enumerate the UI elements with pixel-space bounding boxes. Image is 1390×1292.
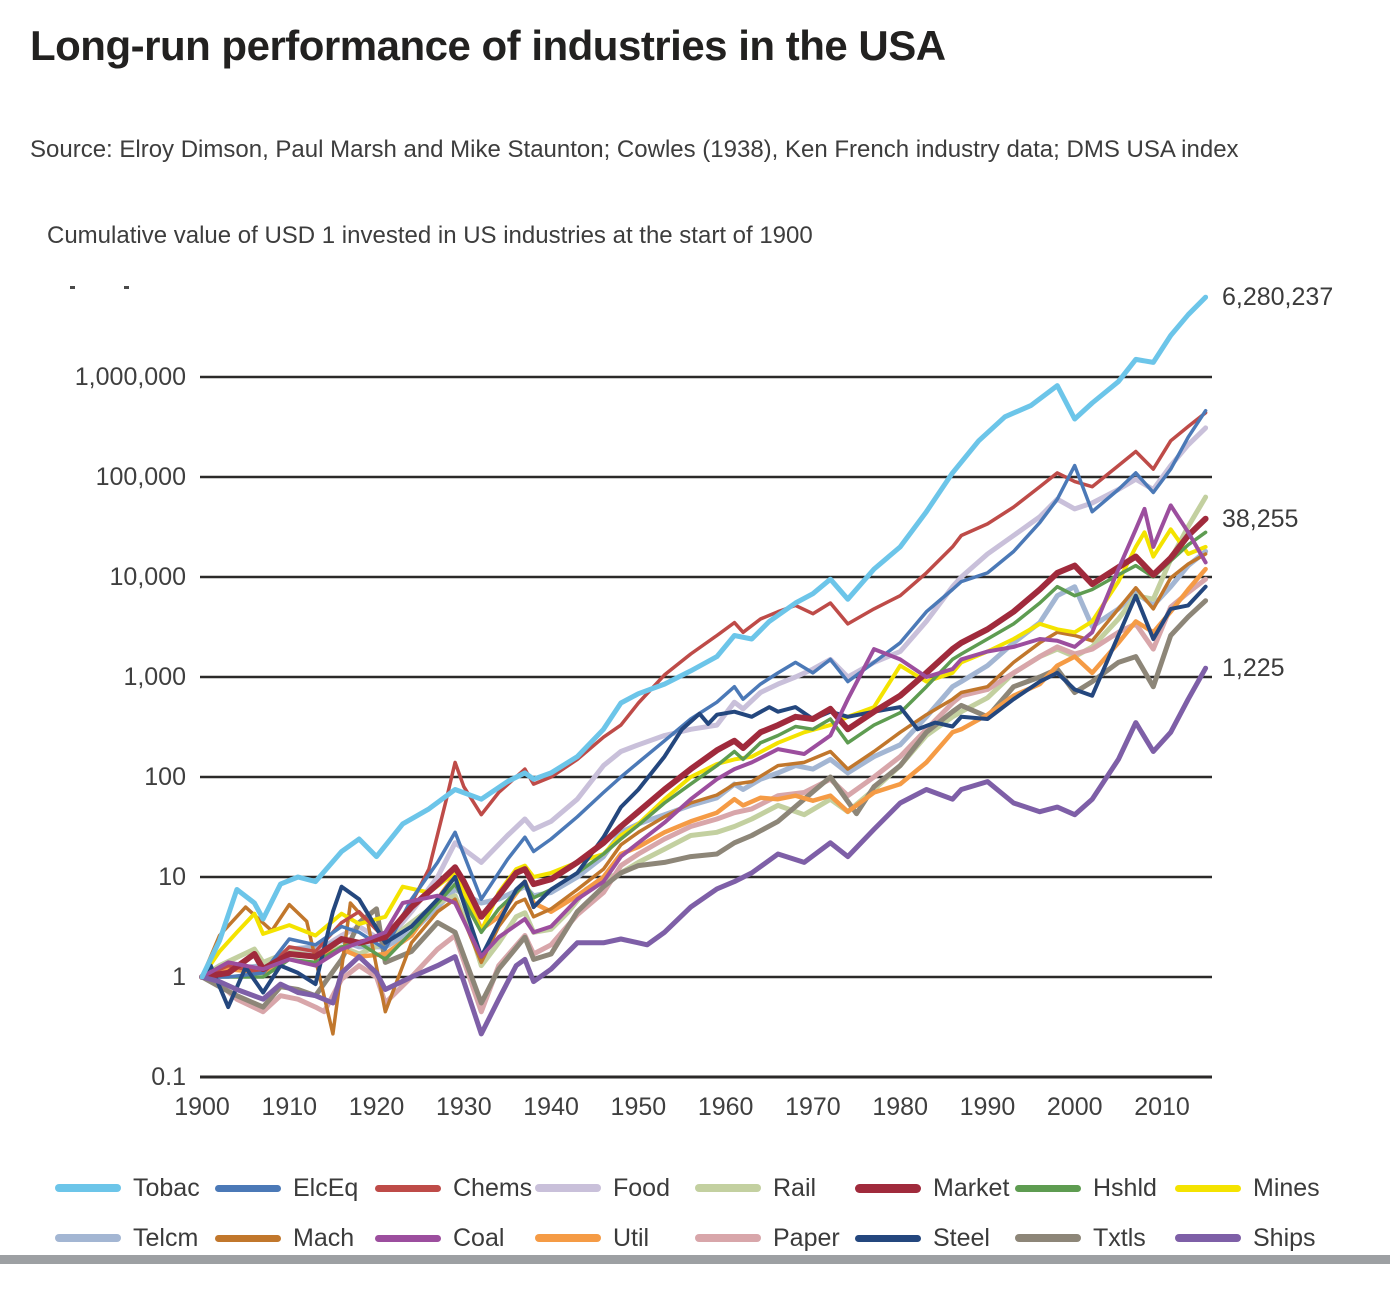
legend-label: Chems bbox=[453, 1174, 533, 1202]
x-axis-tick-label: 2010 bbox=[1134, 1093, 1190, 1121]
legend-swatch-Ships bbox=[1175, 1234, 1241, 1242]
legend-swatch-Food bbox=[535, 1184, 601, 1192]
x-axis-tick-label: 1930 bbox=[436, 1093, 492, 1121]
series-line-Coal bbox=[200, 503, 1208, 979]
x-axis-tick-label: 1960 bbox=[697, 1093, 754, 1121]
x-axis-tick-label: 1950 bbox=[610, 1093, 667, 1121]
y-axis-tick-label: 10 bbox=[158, 863, 186, 891]
clipped-tick-remnant bbox=[124, 286, 129, 289]
series-line-Market bbox=[199, 515, 1209, 980]
legend-swatch-Rail bbox=[695, 1184, 761, 1192]
legend-swatch-Txtls bbox=[1015, 1234, 1081, 1242]
legend-swatch-Mines bbox=[1175, 1184, 1241, 1192]
legend-label: Mines bbox=[1253, 1174, 1320, 1202]
end-value-annotation-Market: 38,255 bbox=[1222, 504, 1299, 533]
x-axis-tick-label: 1920 bbox=[348, 1093, 405, 1121]
x-axis-tick-label: 2000 bbox=[1046, 1093, 1103, 1121]
legend-swatch-Chems bbox=[375, 1184, 441, 1192]
legend-swatch-Steel bbox=[855, 1234, 921, 1242]
legend-label: Steel bbox=[933, 1224, 990, 1252]
legend-label: Paper bbox=[773, 1224, 840, 1252]
series-line-Ships bbox=[199, 665, 1209, 1037]
y-axis-tick-label: 0.1 bbox=[151, 1063, 186, 1091]
legend-swatch-Coal bbox=[375, 1234, 441, 1242]
x-axis-tick-label: 1940 bbox=[523, 1093, 579, 1121]
end-value-annotation-Tobac: 6,280,237 bbox=[1222, 283, 1334, 312]
legend-label: Mach bbox=[293, 1224, 355, 1252]
legend-swatch-Tobac bbox=[55, 1184, 121, 1192]
series-line-Steel bbox=[200, 584, 1208, 1010]
legend-label: Coal bbox=[453, 1224, 505, 1252]
legend-label: Food bbox=[613, 1174, 670, 1202]
y-axis-tick-label: 1 bbox=[172, 963, 186, 991]
x-axis-tick-label: 1990 bbox=[959, 1093, 1016, 1121]
x-axis-tick-label: 1970 bbox=[785, 1093, 841, 1121]
legend-swatch-Mach bbox=[215, 1234, 281, 1242]
legend-label: Telcm bbox=[133, 1224, 199, 1252]
legend-label: Util bbox=[613, 1224, 650, 1252]
legend-swatch-Util bbox=[535, 1234, 601, 1242]
legend-swatch-Paper bbox=[695, 1234, 761, 1242]
page-title: Long-run performance of industries in th… bbox=[30, 22, 946, 69]
chart-subtitle: Cumulative value of USD 1 invested in US… bbox=[47, 222, 813, 249]
y-axis-tick-label: 1,000,000 bbox=[74, 363, 186, 391]
y-axis-tick-label: 1,000 bbox=[123, 663, 186, 691]
series-line-Hshld bbox=[200, 530, 1208, 979]
clipped-tick-remnant bbox=[70, 286, 75, 289]
x-axis-tick-label: 1910 bbox=[261, 1093, 318, 1121]
legend-label: Txtls bbox=[1093, 1224, 1146, 1252]
y-axis-tick-label: 10,000 bbox=[109, 563, 186, 591]
legend-label: Market bbox=[933, 1174, 1010, 1202]
end-value-annotation-Ships: 1,225 bbox=[1222, 654, 1285, 683]
series-line-ElcEq bbox=[200, 408, 1208, 979]
legend-label: ElcEq bbox=[293, 1174, 359, 1202]
series-line-Food bbox=[199, 425, 1209, 980]
y-axis-tick-label: 100 bbox=[144, 763, 186, 791]
series-line-Paper bbox=[199, 576, 1209, 1015]
x-axis-tick-label: 1900 bbox=[174, 1093, 230, 1121]
legend-swatch-Hshld bbox=[1015, 1184, 1081, 1192]
series-line-Tobac bbox=[199, 294, 1209, 980]
legend-label: Rail bbox=[773, 1174, 817, 1202]
series-line-Util bbox=[199, 566, 1208, 980]
legend-swatch-Telcm bbox=[55, 1234, 121, 1242]
series-line-Telcm bbox=[199, 549, 1209, 980]
y-axis-tick-label: 100,000 bbox=[95, 463, 186, 491]
legend-label: Ships bbox=[1253, 1224, 1316, 1252]
x-axis-tick-label: 1980 bbox=[872, 1093, 928, 1121]
legend-label: Hshld bbox=[1093, 1174, 1157, 1202]
legend-swatch-ElcEq bbox=[215, 1184, 281, 1192]
source-attribution: Source: Elroy Dimson, Paul Marsh and Mik… bbox=[30, 136, 1239, 163]
legend-label: Tobac bbox=[133, 1174, 200, 1202]
legend-swatch-Market bbox=[855, 1183, 921, 1193]
series-line-Mines bbox=[200, 527, 1208, 979]
bottom-divider bbox=[0, 1255, 1390, 1264]
